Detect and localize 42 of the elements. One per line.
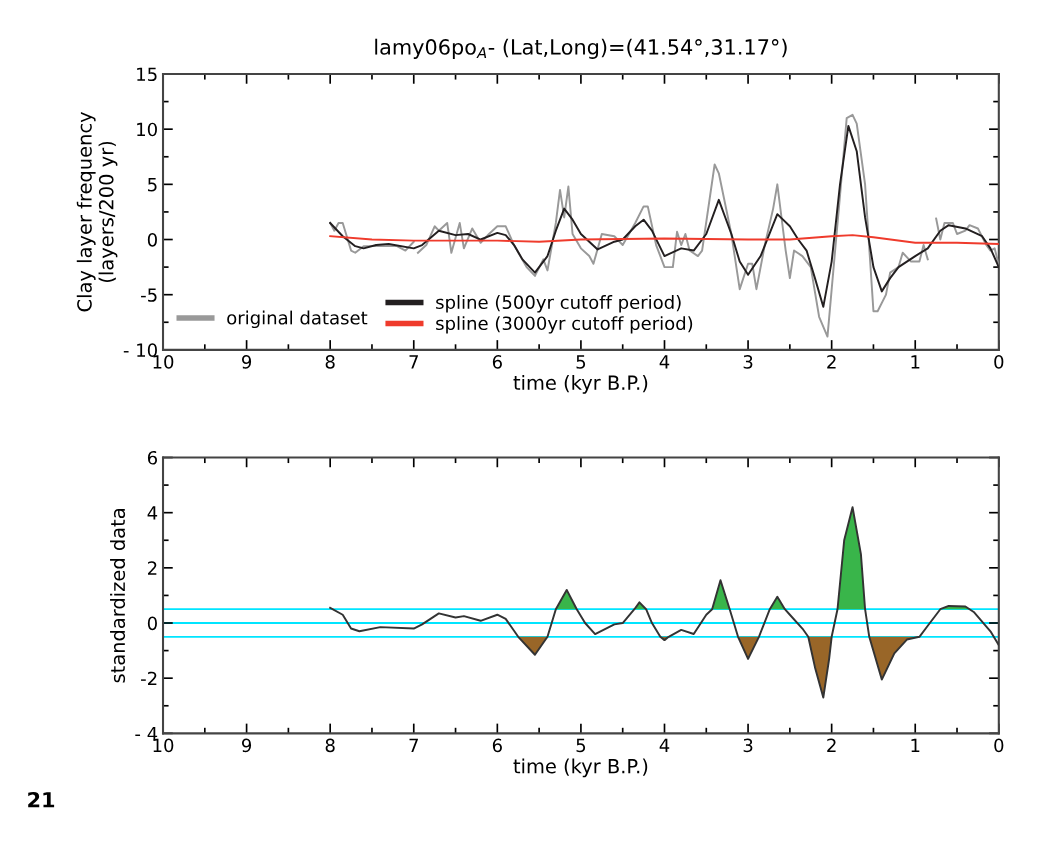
x-tick-label: 6 (492, 738, 502, 753)
y-tick-label: 2 (147, 561, 157, 575)
y-tick-label: 5 (148, 178, 157, 192)
y-tick-label: 6 (147, 450, 158, 465)
y-tick-label: 0 (147, 232, 157, 247)
x-tick-label: 7 (409, 738, 418, 752)
line-series (329, 506, 999, 699)
x-tick-label: 5 (576, 738, 586, 753)
line-series (329, 234, 999, 245)
y-tick-label: -5 (141, 288, 157, 302)
x-axis-title: time (kyr B.P.) (513, 374, 648, 394)
x-tick-label: 1 (911, 738, 920, 752)
y-axis-title: Clay layer frequency (layers/200 yr) (76, 111, 118, 312)
x-tick-label: 3 (743, 738, 753, 753)
x-tick-label: 0 (994, 355, 1004, 369)
x-tick-label: 4 (659, 738, 670, 752)
y-tick-label: - 10 (123, 343, 157, 357)
y-axis-title: standardized data (110, 509, 126, 683)
x-tick-label: 2 (827, 738, 836, 752)
legend-label: original dataset (227, 310, 368, 329)
x-tick-label: 1 (911, 355, 920, 369)
chart-title: lamy06po$_{A}$- (Lat,Long)=(41.54°,31.17°) (375, 38, 787, 59)
y-tick-label: 10 (137, 122, 157, 137)
x-tick-label: 8 (325, 738, 335, 753)
x-tick-label: 3 (743, 355, 753, 369)
x-tick-label: 9 (241, 355, 252, 369)
x-tick-label: 6 (492, 355, 502, 369)
y-tick-label: -2 (141, 671, 157, 686)
x-axis-title: time (kyr B.P.) (513, 758, 648, 778)
x-tick-label: 0 (994, 738, 1004, 753)
text: 21 (28, 791, 55, 808)
legend-label: spline (3000yr cutoff period) (436, 316, 693, 334)
y-tick-label: 15 (137, 67, 157, 82)
x-tick-label: 8 (325, 355, 335, 369)
y-tick-label: 0 (147, 616, 157, 631)
x-tick-label: 4 (659, 355, 670, 369)
legend-label: spline (500yr cutoff period) (436, 295, 681, 313)
y-tick-label: 4 (147, 506, 158, 520)
x-tick-label: 2 (827, 355, 836, 369)
x-tick-label: 9 (241, 738, 252, 753)
x-tick-label: 5 (576, 355, 586, 369)
x-tick-label: 7 (409, 355, 418, 369)
